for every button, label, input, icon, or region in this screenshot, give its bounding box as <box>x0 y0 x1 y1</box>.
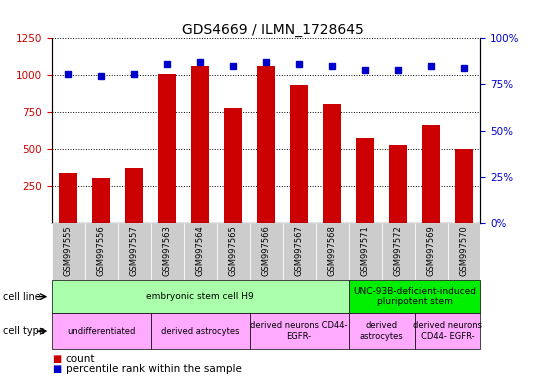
Bar <box>414 223 448 280</box>
Bar <box>151 223 184 280</box>
Text: GSM997566: GSM997566 <box>262 226 271 276</box>
Bar <box>316 223 348 280</box>
Text: ■: ■ <box>52 354 61 364</box>
Text: derived
astrocytes: derived astrocytes <box>360 321 403 341</box>
Text: GSM997570: GSM997570 <box>460 226 468 276</box>
Bar <box>191 66 209 223</box>
Bar <box>290 85 308 223</box>
Bar <box>422 125 440 223</box>
Bar <box>217 223 250 280</box>
Bar <box>455 149 473 223</box>
Text: undifferentiated: undifferentiated <box>67 327 135 336</box>
Text: cell type: cell type <box>3 326 45 336</box>
Bar <box>125 168 144 223</box>
Text: percentile rank within the sample: percentile rank within the sample <box>66 364 241 374</box>
Text: GSM997572: GSM997572 <box>394 226 402 276</box>
Bar <box>158 74 176 223</box>
Text: derived neurons CD44-
EGFR-: derived neurons CD44- EGFR- <box>251 321 348 341</box>
Text: UNC-93B-deficient-induced
pluripotent stem: UNC-93B-deficient-induced pluripotent st… <box>353 287 476 306</box>
Text: GSM997557: GSM997557 <box>130 226 139 276</box>
Bar <box>250 223 283 280</box>
Bar <box>184 223 217 280</box>
Text: embryonic stem cell H9: embryonic stem cell H9 <box>146 292 254 301</box>
Text: GSM997569: GSM997569 <box>426 226 436 276</box>
Text: derived astrocytes: derived astrocytes <box>161 327 240 336</box>
Bar <box>118 223 151 280</box>
Bar <box>348 223 382 280</box>
Bar <box>92 178 110 223</box>
Bar <box>448 223 480 280</box>
Text: GSM997563: GSM997563 <box>163 226 172 276</box>
Text: ■: ■ <box>52 364 61 374</box>
Text: cell line: cell line <box>3 291 40 302</box>
Text: GDS4669 / ILMN_1728645: GDS4669 / ILMN_1728645 <box>182 23 364 37</box>
Text: GSM997567: GSM997567 <box>295 226 304 276</box>
Text: GSM997555: GSM997555 <box>64 226 73 276</box>
Bar <box>323 104 341 223</box>
Text: GSM997564: GSM997564 <box>195 226 205 276</box>
Bar <box>283 223 316 280</box>
Bar <box>389 144 407 223</box>
Text: GSM997556: GSM997556 <box>97 226 106 276</box>
Bar <box>356 138 374 223</box>
Text: count: count <box>66 354 95 364</box>
Text: GSM997565: GSM997565 <box>229 226 238 276</box>
Bar <box>382 223 414 280</box>
Bar <box>257 66 275 223</box>
Bar <box>60 173 78 223</box>
Text: derived neurons
CD44- EGFR-: derived neurons CD44- EGFR- <box>413 321 482 341</box>
Text: GSM997571: GSM997571 <box>360 226 370 276</box>
Bar <box>85 223 118 280</box>
Bar <box>224 108 242 223</box>
Text: GSM997568: GSM997568 <box>328 226 337 276</box>
Bar <box>52 223 85 280</box>
